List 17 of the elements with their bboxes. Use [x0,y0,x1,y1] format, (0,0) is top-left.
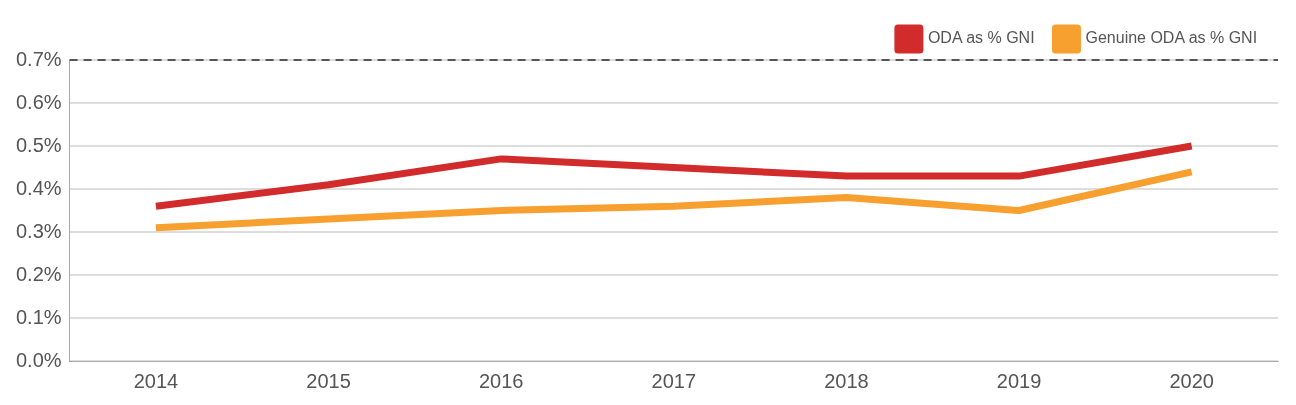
x-tick-label: 2019 [996,369,1042,392]
y-tick-label: 0.0% [15,348,62,371]
x-tick-label: 2015 [306,369,351,392]
y-tick-label: 0.4% [15,176,62,199]
x-tick-label: 2017 [651,369,697,392]
x-tick-label: 2014 [133,369,179,392]
x-tick-label: 2016 [478,369,524,392]
x-tick-label: 2020 [1169,369,1214,392]
y-tick-label: 0.3% [15,219,62,242]
y-tick-label: 0.1% [15,305,62,328]
legend-label: ODA as % GNI [927,29,1035,47]
y-tick-label: 0.2% [15,262,62,285]
legend-label: Genuine ODA as % GNI [1085,29,1258,47]
y-tick-label: 0.7% [15,47,62,70]
y-tick-label: 0.6% [15,90,62,113]
x-tick-label: 2018 [824,369,869,392]
y-tick-label: 0.5% [15,133,62,156]
